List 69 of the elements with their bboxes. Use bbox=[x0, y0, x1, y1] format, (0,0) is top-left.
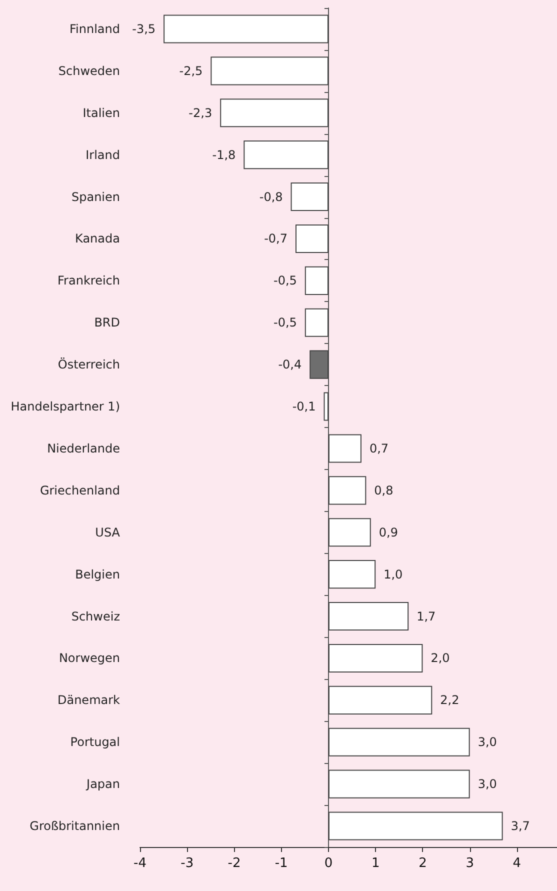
bar bbox=[220, 98, 328, 128]
y-tick-label: Norwegen bbox=[58, 651, 120, 666]
data-label: 0,9 bbox=[378, 525, 398, 540]
y-tick-label: USA bbox=[95, 525, 121, 540]
bar bbox=[328, 644, 423, 672]
y-tick-label: Griechenland bbox=[40, 483, 120, 498]
bar bbox=[304, 266, 328, 295]
data-label: 2,2 bbox=[440, 693, 460, 708]
data-label: 1,7 bbox=[416, 609, 436, 624]
y-tick-label: Österreich bbox=[58, 358, 120, 372]
y-tick-label: Handelspartner 1) bbox=[10, 400, 120, 414]
y-tick-label: Finnland bbox=[70, 22, 120, 36]
bar bbox=[164, 14, 328, 44]
bar bbox=[310, 350, 328, 379]
x-tick-label: 4 bbox=[512, 856, 522, 871]
bar bbox=[328, 728, 470, 756]
y-tick-label: Italien bbox=[82, 106, 120, 120]
x-tick-label: 2 bbox=[418, 856, 427, 871]
data-label: 3,0 bbox=[478, 777, 497, 792]
data-label: -3,5 bbox=[132, 22, 156, 36]
bar bbox=[290, 182, 328, 212]
y-tick-label: Irland bbox=[86, 148, 120, 162]
x-tick-label: -4 bbox=[134, 856, 146, 871]
x-tick-label: 0 bbox=[324, 856, 333, 871]
data-label: -0,4 bbox=[278, 358, 302, 372]
bar bbox=[244, 140, 328, 170]
bar bbox=[328, 812, 503, 840]
bar bbox=[328, 560, 376, 589]
y-tick-label: Frankreich bbox=[58, 274, 120, 288]
bar bbox=[328, 518, 371, 547]
bar bbox=[295, 224, 328, 253]
data-label: 3,7 bbox=[510, 819, 530, 834]
data-label: -0,7 bbox=[264, 232, 288, 246]
bar bbox=[328, 770, 470, 798]
bar bbox=[328, 602, 409, 631]
data-label: 3,0 bbox=[478, 735, 497, 750]
x-tick-label: -1 bbox=[274, 856, 288, 871]
bar bbox=[210, 56, 328, 86]
y-tick-label: Kanada bbox=[75, 232, 120, 246]
y-tick-label: Japan bbox=[86, 777, 120, 792]
data-label: -0,5 bbox=[273, 274, 297, 288]
data-label: -2,3 bbox=[188, 106, 212, 120]
y-tick-label: Niederlande bbox=[47, 441, 120, 456]
y-tick-label: Dänemark bbox=[57, 693, 120, 708]
data-label: 0,8 bbox=[374, 483, 394, 498]
y-tick-label: Spanien bbox=[71, 190, 120, 204]
data-label: -2,5 bbox=[179, 64, 203, 78]
y-tick-label: Schweden bbox=[58, 64, 120, 78]
y-tick-label: BRD bbox=[94, 316, 120, 330]
data-label: -0,1 bbox=[292, 400, 316, 414]
bar bbox=[304, 308, 328, 337]
x-tick-label: -2 bbox=[228, 856, 241, 871]
bar bbox=[328, 434, 362, 463]
x-tick-label: 3 bbox=[466, 856, 474, 871]
x-tick-label: -3 bbox=[180, 856, 194, 871]
y-tick-label: Belgien bbox=[75, 567, 120, 582]
y-tick-label: Großbritannien bbox=[30, 819, 120, 834]
data-label: 1,0 bbox=[384, 567, 403, 582]
y-tick-label: Portugal bbox=[70, 735, 120, 750]
bar bbox=[328, 686, 432, 714]
bar bbox=[324, 392, 328, 421]
data-label: -0,8 bbox=[259, 190, 283, 204]
y-tick-label: Schweiz bbox=[71, 609, 120, 624]
data-label: 2,0 bbox=[430, 651, 450, 666]
data-label: 0,7 bbox=[369, 441, 389, 456]
bar bbox=[328, 476, 366, 505]
x-tick-label: 1 bbox=[371, 856, 380, 871]
data-label: -1,8 bbox=[212, 148, 236, 162]
data-label: -0,5 bbox=[273, 316, 297, 330]
